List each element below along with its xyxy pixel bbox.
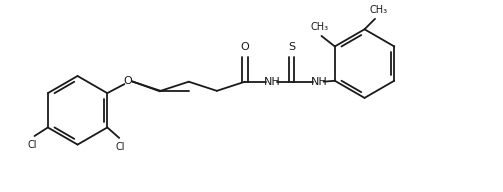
Text: S: S <box>288 42 295 52</box>
Text: NH: NH <box>264 77 281 87</box>
Text: CH₃: CH₃ <box>310 22 328 32</box>
Text: CH₃: CH₃ <box>370 5 388 15</box>
Text: NH: NH <box>310 77 327 87</box>
Text: O: O <box>123 76 132 86</box>
Text: O: O <box>240 42 249 52</box>
Text: Cl: Cl <box>115 142 125 152</box>
Text: Cl: Cl <box>28 140 37 150</box>
